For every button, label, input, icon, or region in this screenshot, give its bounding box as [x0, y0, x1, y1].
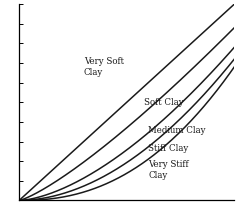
Text: Very Soft
Clay: Very Soft Clay — [84, 57, 124, 77]
Text: Soft Clay: Soft Clay — [144, 98, 184, 107]
Text: Very Stiff
Clay: Very Stiff Clay — [148, 160, 189, 180]
Text: Stiff Clay: Stiff Clay — [148, 144, 188, 153]
Text: Medium Clay: Medium Clay — [148, 126, 206, 135]
